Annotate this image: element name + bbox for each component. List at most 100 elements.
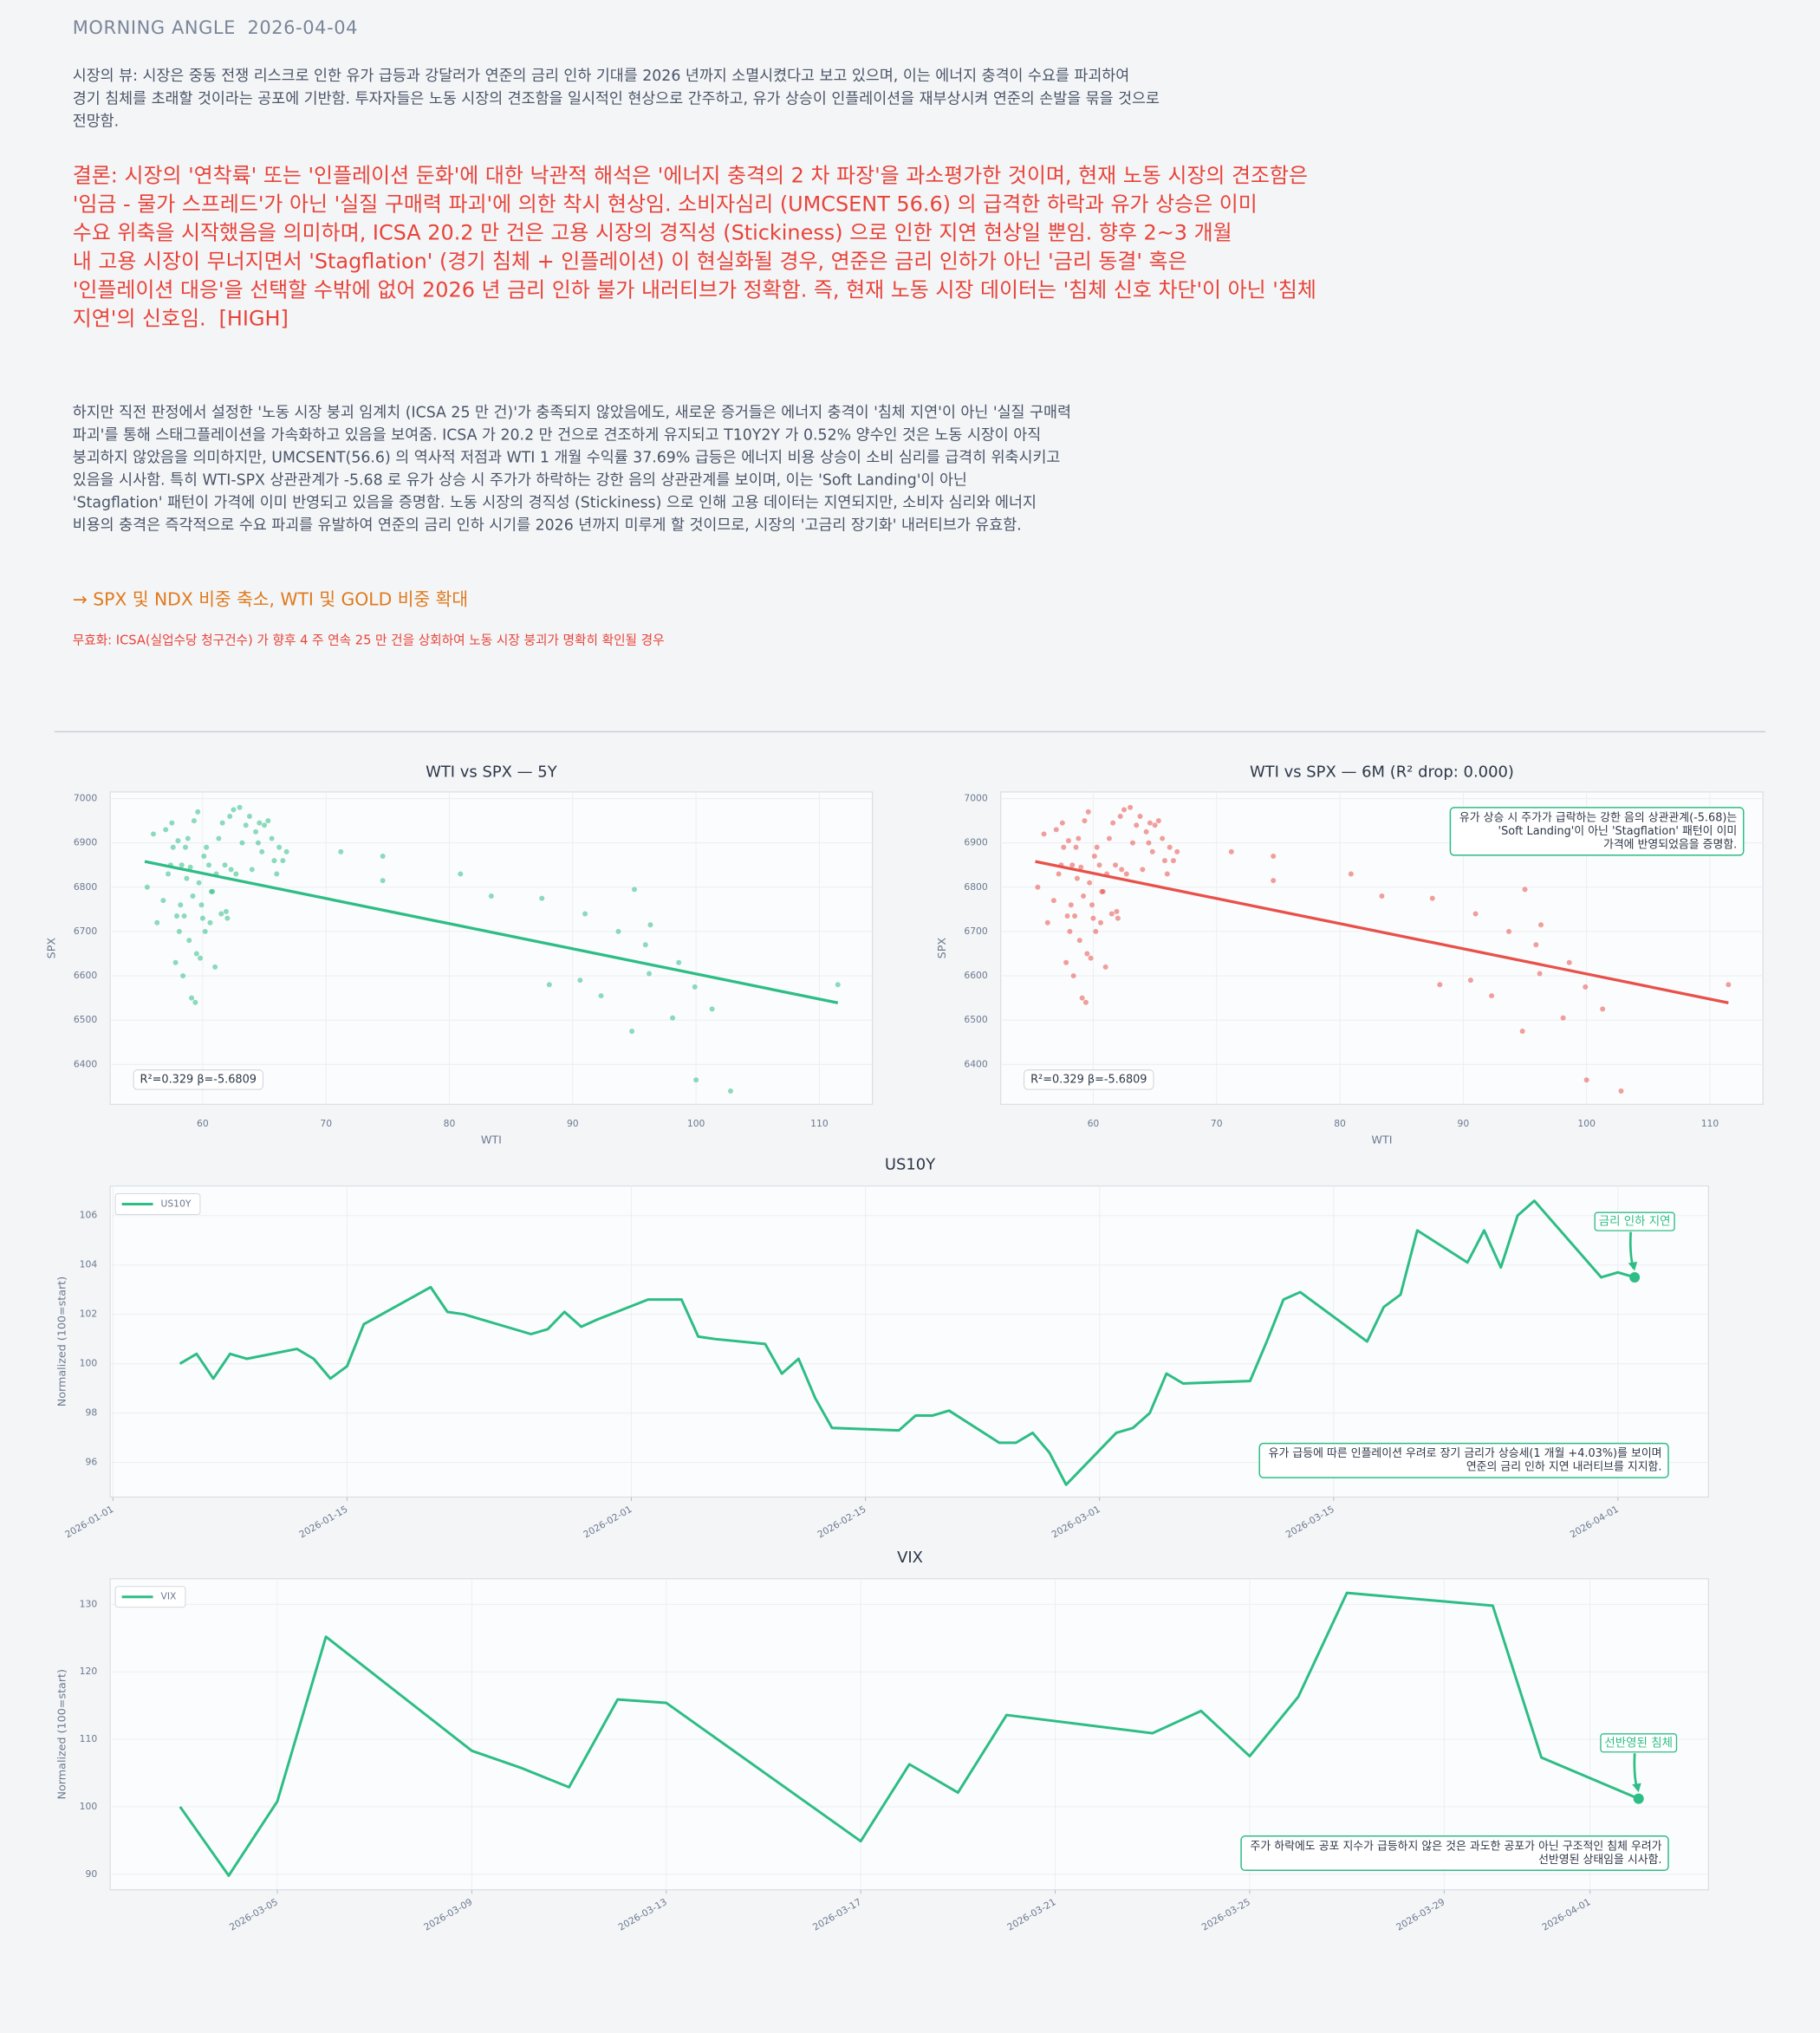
scatter-point xyxy=(1090,915,1096,921)
scatter-point xyxy=(1063,959,1069,965)
scatter-point xyxy=(1096,862,1102,868)
scatter-point xyxy=(1146,840,1152,846)
scatter-point xyxy=(1087,880,1093,886)
conclusion-line: 내 고용 시장이 무너지면서 'Stagflation' (경기 침체 + 인플… xyxy=(73,250,1187,274)
scatter-point xyxy=(1271,854,1277,859)
scatter-point xyxy=(1089,902,1095,908)
scatter-point xyxy=(1160,835,1166,841)
y-tick-label: 90 xyxy=(86,1868,98,1880)
scatter-point xyxy=(186,938,192,944)
scatter-point xyxy=(163,827,169,833)
scatter-point xyxy=(835,982,841,988)
scatter-point xyxy=(150,831,156,837)
scatter-point xyxy=(269,835,275,841)
stat-box xyxy=(1024,1069,1154,1090)
conclusion-line: '인플레이션 대응'을 선택할 수밖에 없어 2026 년 금리 인하 불가 내… xyxy=(73,278,1316,302)
scatter-point xyxy=(1600,1006,1606,1012)
scatter-point xyxy=(231,807,237,813)
scatter-point xyxy=(172,959,179,965)
scatter-point xyxy=(1097,919,1103,926)
scatter-point xyxy=(1147,820,1153,826)
scatter-point xyxy=(233,871,239,877)
scatter-point xyxy=(1155,818,1161,824)
scatter-point xyxy=(1074,875,1080,881)
chart-title: WTI vs SPX — 6M (R² drop: 0.000) xyxy=(1250,763,1514,781)
annotation: 유가 상승 시 주가가 급락하는 강한 음의 상관관계(-5.68)는'Soft… xyxy=(1449,807,1745,856)
annotation-text: 'Soft Landing'이 아닌 'Stagflation' 패턴이 이미 xyxy=(1498,825,1738,838)
scatter-point xyxy=(1053,827,1059,833)
conclusion-line: 수요 위축을 시작했음을 의미하며, ICSA 20.2 만 건은 고용 시장의… xyxy=(73,221,1232,245)
y-tick-label: 6500 xyxy=(964,1014,988,1025)
x-tick-label: 90 xyxy=(1458,1118,1470,1129)
scatter-point xyxy=(239,840,245,846)
scatter-point xyxy=(1079,995,1085,1001)
scatter-point xyxy=(271,858,277,864)
scatter-point xyxy=(1117,814,1123,819)
y-tick-label: 6700 xyxy=(964,926,988,937)
scatter-point xyxy=(276,844,283,850)
y-axis-label: Normalized (100=start) xyxy=(55,1276,68,1406)
annotation: 주가 하락에도 공포 지수가 급등하지 않은 것은 과도한 공포가 아닌 구조적… xyxy=(1240,1835,1669,1872)
y-tick-label: 6900 xyxy=(74,837,98,848)
scatter-point xyxy=(1121,807,1127,813)
scatter-point xyxy=(1726,982,1732,988)
stat-label: R²=0.329 β=-5.6809 xyxy=(140,1073,257,1086)
legend: US10Y xyxy=(114,1193,201,1215)
x-tick-label: 110 xyxy=(810,1118,829,1129)
scatter-point xyxy=(198,955,204,961)
scatter-point xyxy=(174,913,179,919)
scatter-point xyxy=(223,908,229,914)
scatter-point xyxy=(1379,893,1385,900)
scatter-point xyxy=(179,862,185,868)
scatter-point xyxy=(598,993,604,999)
scatter-point xyxy=(647,922,653,928)
legend-label: US10Y xyxy=(160,1198,191,1210)
scatter-point xyxy=(249,867,255,873)
scatter-point xyxy=(1170,858,1176,864)
scatter-point xyxy=(257,820,263,826)
annotation-text: 가격에 반영되었음을 증명함. xyxy=(1603,838,1737,851)
annotation-box xyxy=(1449,807,1745,856)
y-tick-label: 104 xyxy=(80,1259,98,1270)
scatter-point xyxy=(193,951,199,957)
scatter-point xyxy=(283,848,289,854)
scatter-point xyxy=(1152,822,1158,828)
y-tick-label: 100 xyxy=(80,1358,98,1369)
annotation-text: 주가 하락에도 공포 지수가 급등하지 않은 것은 과도한 공포가 아닌 구조적… xyxy=(1251,1840,1662,1853)
scatter-point xyxy=(458,871,464,877)
scatter-point xyxy=(1084,951,1090,957)
scatter-point xyxy=(1472,911,1479,917)
scatter-point xyxy=(1533,942,1539,948)
y-tick-label: 7000 xyxy=(964,793,988,804)
scatter-point xyxy=(176,928,182,934)
scatter-point xyxy=(1583,1077,1589,1083)
header-title: MORNING ANGLE xyxy=(73,17,236,38)
scatter-point xyxy=(228,867,234,873)
scatter-point xyxy=(1076,938,1082,944)
scatter-point xyxy=(546,982,552,988)
scatter-point xyxy=(647,971,653,977)
scatter-point xyxy=(192,999,198,1005)
y-tick-label: 6800 xyxy=(74,881,98,893)
scatter-point xyxy=(191,818,197,824)
callout-arrowhead xyxy=(1632,1783,1641,1793)
scatter-point xyxy=(1044,919,1050,926)
conclusion-line: 지연'의 신호임. xyxy=(73,307,206,331)
scatter-point xyxy=(154,919,160,926)
scatter-point xyxy=(1119,867,1125,873)
chart-title: VIX xyxy=(897,1549,923,1567)
scatter-point xyxy=(727,1088,733,1094)
scatter-point xyxy=(222,862,228,868)
scatter-point xyxy=(1072,913,1078,919)
scatter-point xyxy=(1583,984,1589,990)
stat-label: R²=0.329 β=-5.6809 xyxy=(1030,1073,1147,1086)
scatter-point xyxy=(1566,959,1572,965)
y-tick-label: 6700 xyxy=(74,926,98,937)
end-point xyxy=(1629,1271,1641,1283)
scatter-point xyxy=(190,893,196,900)
conclusion-line: 결론: 시장의 '연착륙' 또는 '인플레이션 둔화'에 대한 낙관적 해석은 … xyxy=(73,163,1308,187)
analysis-line: 붕괴하지 않았음을 의미하지만, UMCSENT(56.6) 의 역사적 저점과… xyxy=(73,449,1061,466)
scatter-point xyxy=(539,895,545,901)
scatter-point xyxy=(1076,835,1082,841)
x-tick-label: 80 xyxy=(1334,1118,1346,1129)
